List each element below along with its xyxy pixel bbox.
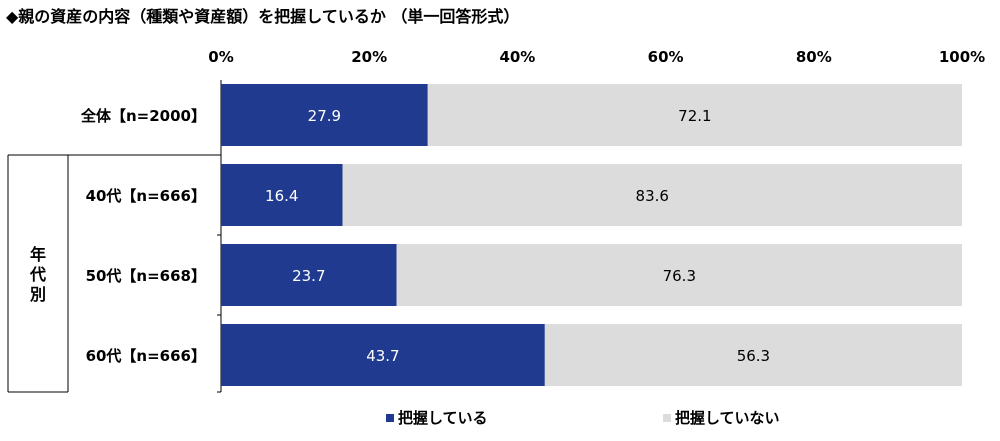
x-tick-label: 0% — [208, 48, 233, 66]
category-label: 全体【n=2000】 — [80, 107, 206, 125]
x-tick-label: 60% — [648, 48, 684, 66]
group-label-char: 別 — [30, 285, 46, 304]
x-tick-label: 20% — [351, 48, 387, 66]
data-label: 23.7 — [292, 267, 325, 285]
data-label: 16.4 — [265, 187, 298, 205]
data-label: 27.9 — [308, 107, 341, 125]
x-tick-label: 100% — [939, 48, 985, 66]
category-label: 50代【n=668】 — [86, 267, 206, 285]
chart-title: ◆親の資産の内容（種類や資産額）を把握しているか （単一回答形式） — [6, 7, 519, 26]
data-label: 72.1 — [678, 107, 711, 125]
data-label: 76.3 — [663, 267, 696, 285]
data-label: 56.3 — [737, 347, 770, 365]
bar-segment — [342, 164, 962, 226]
x-tick-label: 40% — [499, 48, 535, 66]
group-label-char: 年 — [30, 245, 46, 264]
bar-segment — [221, 324, 545, 386]
legend-swatch — [663, 414, 671, 422]
bar-segment — [221, 84, 428, 146]
category-label: 60代【n=666】 — [86, 347, 206, 365]
legend-swatch — [386, 414, 394, 422]
bar-segment — [221, 164, 343, 226]
bar-segment — [427, 84, 962, 146]
category-label: 40代【n=666】 — [86, 187, 206, 205]
bar-segment — [396, 244, 962, 306]
bar-segment — [544, 324, 962, 386]
group-label-char: 代 — [29, 265, 46, 284]
bar-segment — [221, 244, 397, 306]
data-label: 83.6 — [636, 187, 669, 205]
x-tick-label: 80% — [796, 48, 832, 66]
legend-label: 把握している — [398, 409, 488, 427]
data-label: 43.7 — [366, 347, 399, 365]
legend-label: 把握していない — [675, 409, 780, 427]
